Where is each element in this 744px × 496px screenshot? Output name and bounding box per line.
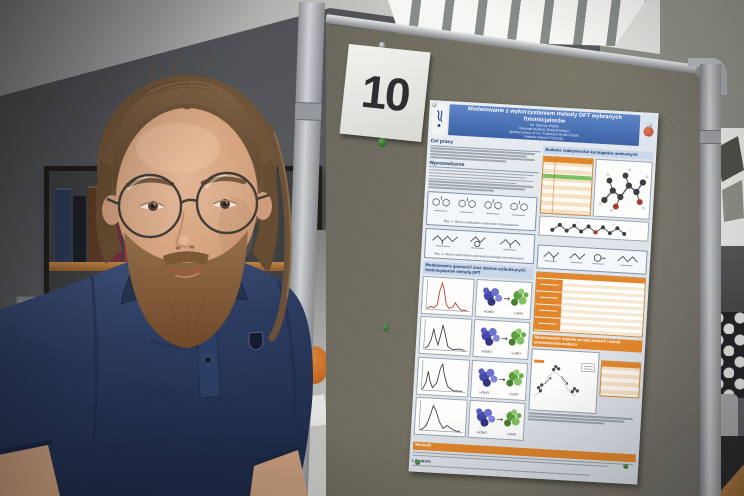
figure-photoinitiators: Rys. 1. Wzory strukturalne wybranych fot…: [425, 190, 538, 232]
sleeve-seam: [90, 275, 98, 441]
forearm: [0, 445, 60, 496]
ball-stick-molecule: [592, 158, 653, 220]
hair-front: [112, 57, 262, 192]
nose: [175, 211, 195, 250]
poster-header: Modelowanie z wykorzystaniem metody DFT …: [431, 103, 656, 147]
hair-strand: [266, 124, 292, 342]
face: [116, 108, 258, 288]
board-frame-right: [700, 64, 721, 496]
button: [204, 356, 212, 364]
result-row: [420, 275, 533, 320]
eyes: [139, 199, 238, 211]
forearm: [250, 450, 308, 496]
sleeve-hem: [255, 446, 301, 464]
whiteboard-shapes: [716, 136, 744, 222]
hair-strand: [273, 131, 292, 299]
research-poster: Modelowanie z wykorzystaniem metody DFT …: [408, 100, 659, 485]
figure-amines: [536, 244, 648, 276]
shield-badge-icon: [248, 331, 264, 351]
poster-left-column: Cel pracy Wprowadzenie: [413, 136, 541, 444]
reaction-scheme: [528, 348, 600, 415]
figure-coinitiators: Rys. 2. Wzory strukturalne wybranych koi…: [423, 227, 536, 265]
result-row: [418, 316, 531, 361]
result-row: [416, 356, 529, 401]
poster-right-column: Badanie reaktywności koniugatów aminowyc…: [526, 143, 654, 451]
chain-molecule: [538, 215, 650, 242]
uv-spectrum-plot: [420, 275, 475, 317]
frame-bracket: [700, 130, 721, 144]
uv-spectrum-plot: [413, 397, 468, 438]
result-row: [413, 397, 526, 442]
mustache: [163, 251, 209, 266]
book-spine: [73, 194, 86, 262]
university-logo: [431, 103, 448, 135]
glasses: [106, 171, 270, 239]
uv-spectrum-plot: [416, 356, 471, 398]
pushpin-icon: [379, 42, 385, 48]
uv-spectrum-plot: [418, 316, 473, 358]
whiteboard: [714, 128, 744, 248]
structure-drawings: [542, 251, 638, 267]
green-pushpin-icon: [383, 324, 389, 331]
board-frame-corner: [688, 58, 727, 95]
mouth: [167, 265, 207, 279]
book-spine: [55, 188, 71, 262]
beard: [124, 230, 248, 348]
structure-drawings: [431, 196, 528, 217]
sleeve-hem: [0, 440, 53, 453]
structure-drawings: [431, 235, 521, 251]
green-pushpin-icon: [378, 138, 386, 147]
